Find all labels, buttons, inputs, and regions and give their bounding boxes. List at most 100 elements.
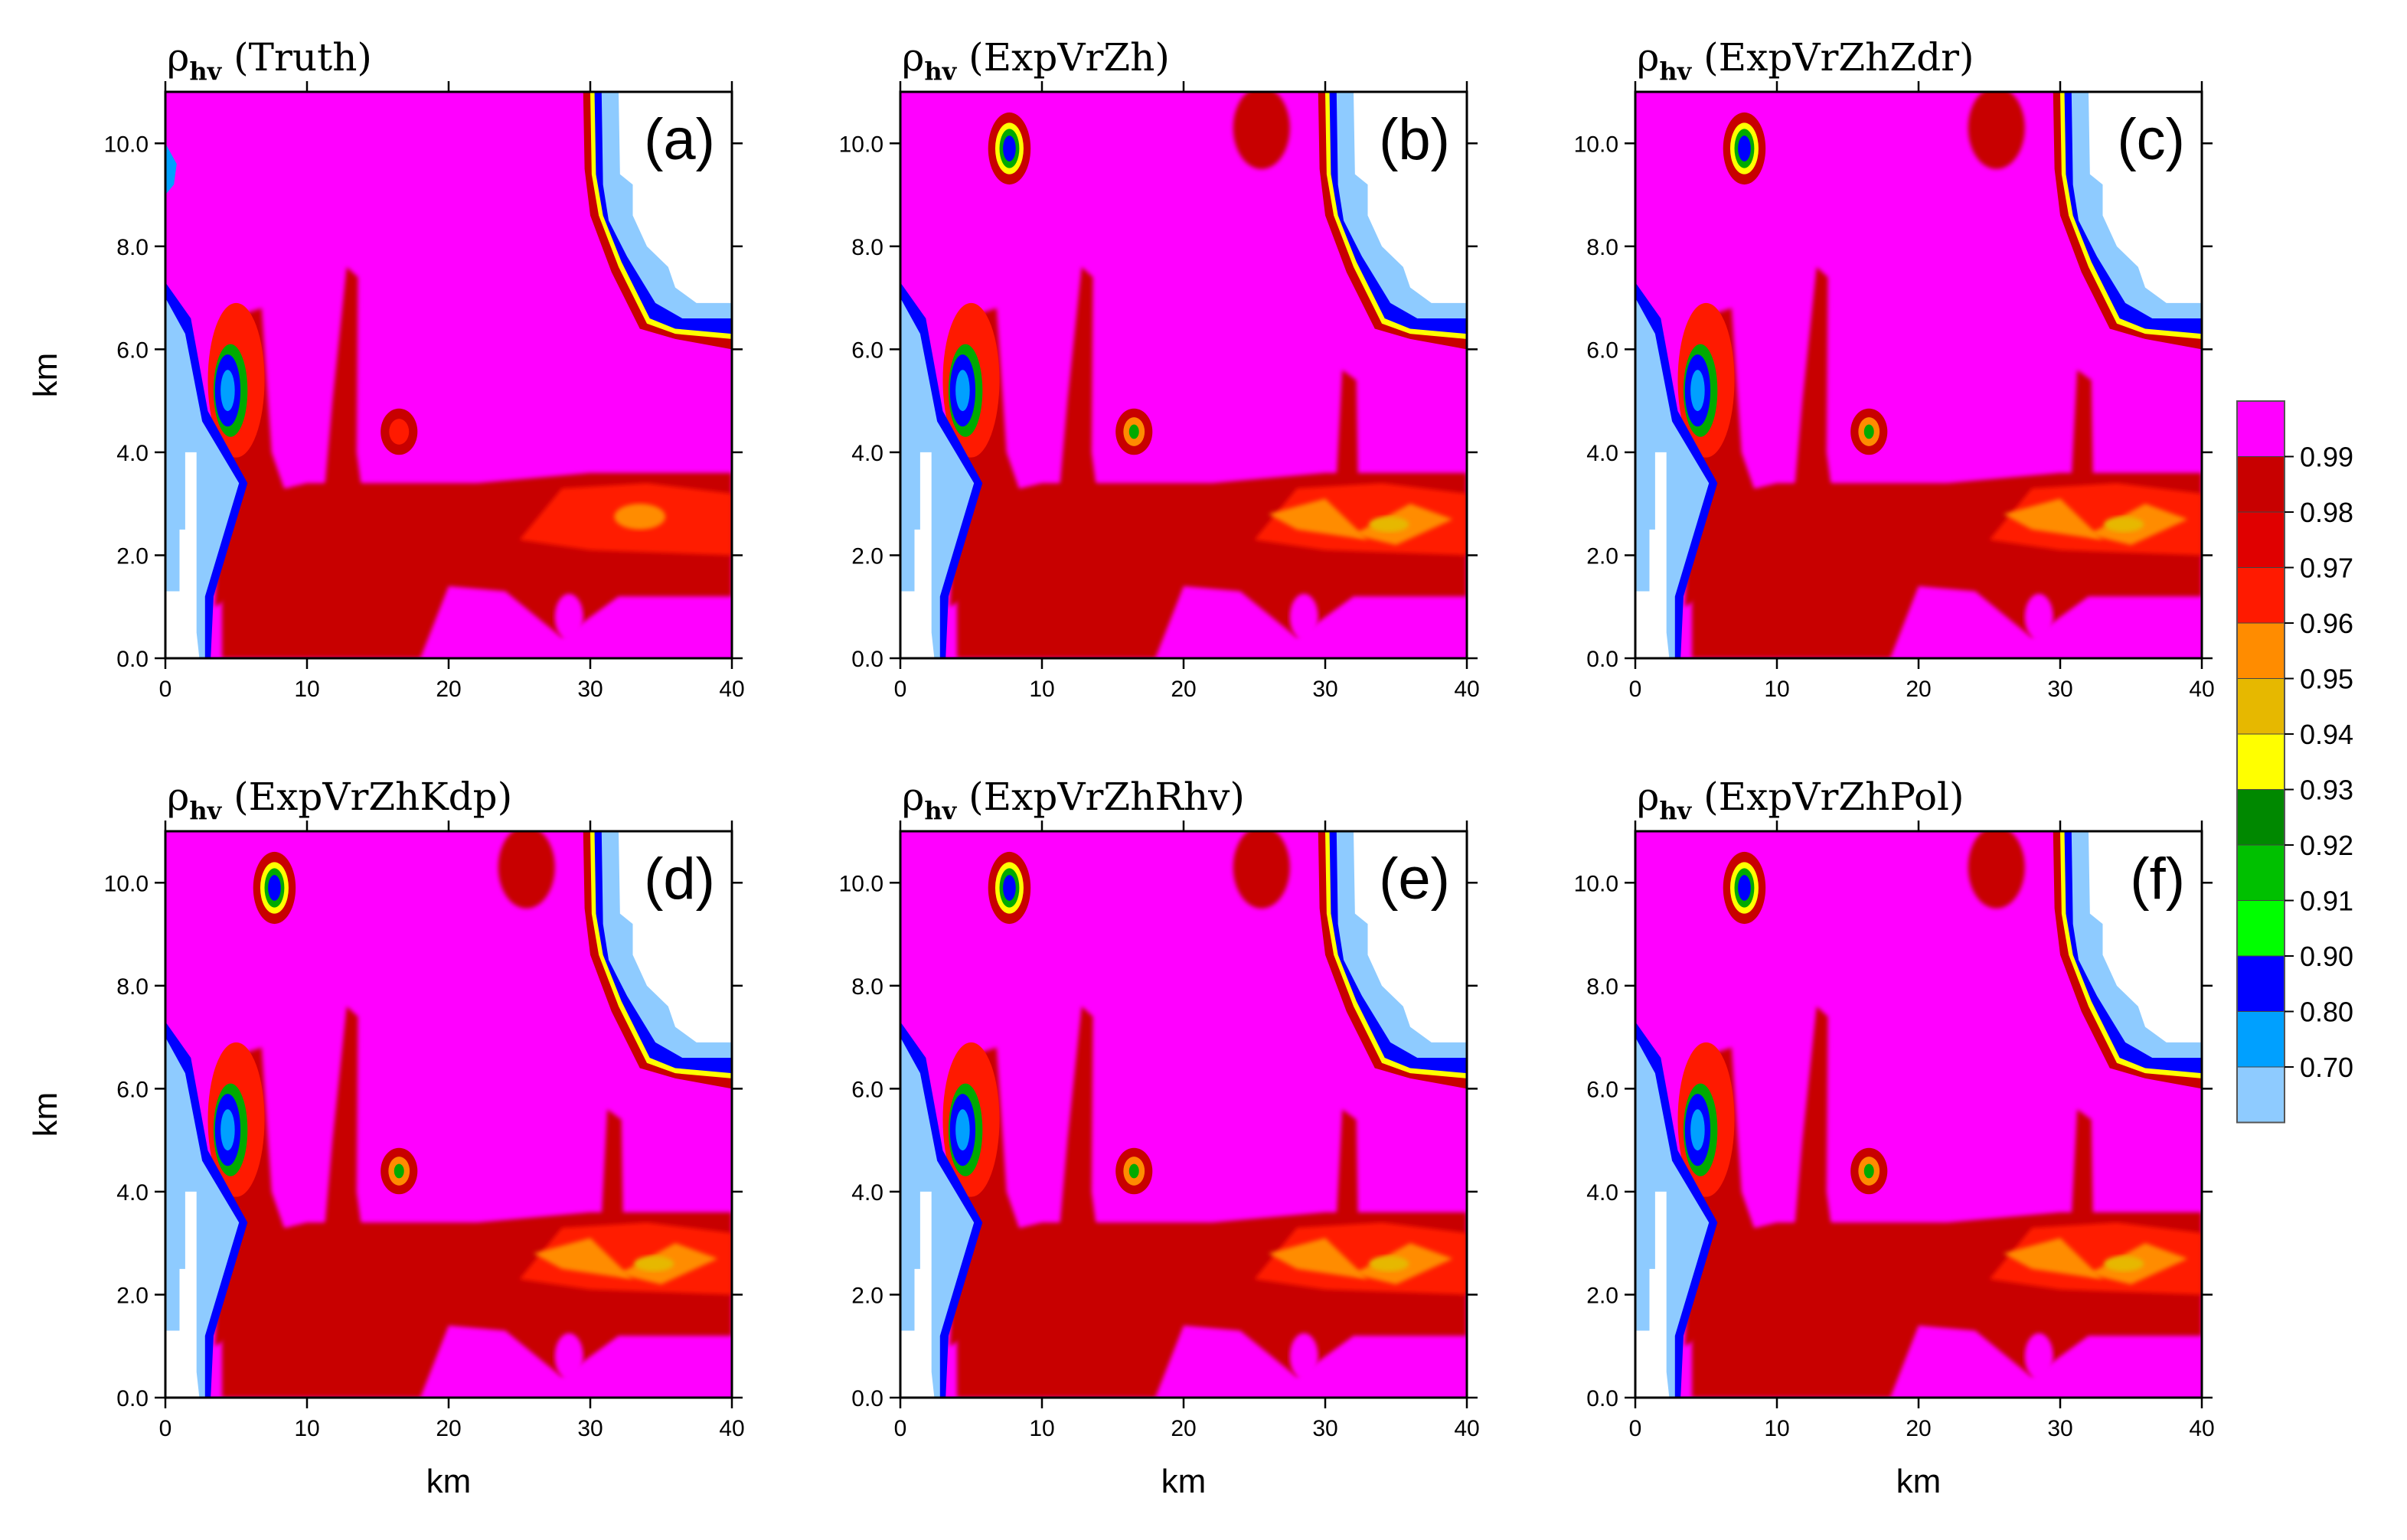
colorbar-swatch [2236, 1011, 2285, 1068]
hole-2 [1216, 612, 1250, 643]
y-tick-label: 6.0 [851, 1077, 883, 1102]
x-tick-label: 40 [2189, 1416, 2214, 1441]
colorbar-swatch [2236, 567, 2285, 624]
colorbar-swatch [2236, 1066, 2285, 1123]
y-tick-label: 4.0 [1586, 441, 1618, 466]
y-tick-label: 2.0 [116, 1283, 149, 1308]
panel-title: ρhv (Truth) [167, 35, 372, 86]
updraft-column [1784, 266, 1841, 607]
panel-title: ρhv (ExpVrZhPol) [1637, 775, 1964, 825]
x-tick-label: 40 [2189, 677, 2214, 702]
field [1635, 831, 2202, 1398]
y-tick-label: 2.0 [116, 543, 149, 569]
y-tick-label: 4.0 [851, 441, 883, 466]
title-symbol: ρ [902, 35, 924, 80]
core-orange-1 [2004, 498, 2103, 540]
cell-mid-core [1128, 1163, 1139, 1179]
hole-1 [2024, 593, 2053, 641]
ur-white [1354, 831, 1467, 1042]
left-white [900, 452, 935, 658]
panel-label: (d) [644, 847, 715, 912]
left-white [1635, 452, 1670, 658]
y-tick-label: 2.0 [1586, 1283, 1618, 1308]
cell-mid-core [394, 1163, 404, 1179]
panel-label: (b) [1379, 107, 1450, 172]
top-blob [1968, 831, 2025, 909]
field [900, 92, 1467, 658]
panels: 0 10 20 30 40 0.0 2.0 4.0 6.0 8.0 10.0 ρhv (Truth) (… [27, 35, 2215, 1500]
title-subscript: hv [924, 796, 957, 825]
panel-label: (a) [644, 107, 715, 172]
x-tick-label: 0 [894, 1416, 907, 1441]
y-axis-label: km [27, 1092, 64, 1137]
hole-1 [1289, 593, 1318, 641]
hole-1 [554, 1333, 583, 1380]
title-experiment: (ExpVrZhZdr) [1691, 35, 1974, 80]
cell-top-core [1003, 875, 1016, 901]
x-tick-label: 0 [894, 677, 907, 702]
y-tick-label: 2.0 [851, 543, 883, 569]
panel-5: 0 10 20 30 40 0.0 2.0 4.0 6.0 8.0 10.0 ρhv (ExpVrZh… [839, 775, 1480, 1500]
core-orange-1 [534, 1238, 633, 1280]
hole-1 [554, 593, 583, 641]
ur-white [2089, 92, 2202, 303]
field [900, 831, 1467, 1398]
colorbar-swatch [2236, 622, 2285, 679]
y-axis-label: km [27, 353, 64, 398]
y-tick-label: 4.0 [851, 1180, 883, 1206]
y-tick-label: 0.0 [1586, 647, 1618, 672]
core-red [1254, 1222, 1467, 1295]
title-symbol: ρ [902, 775, 924, 819]
field [1635, 92, 2202, 658]
y-tick-label: 0.0 [851, 1386, 883, 1411]
hole-1 [2024, 1333, 2053, 1380]
colorbar-swatch [2236, 955, 2285, 1012]
y-tick-label: 0.0 [116, 647, 149, 672]
panel-2: 0 10 20 30 40 0.0 2.0 4.0 6.0 8.0 10.0 ρhv (ExpVrZh… [839, 35, 1480, 702]
x-tick-label: 20 [1171, 1416, 1196, 1441]
core-gold [2104, 1256, 2144, 1272]
hole-2 [1951, 612, 1985, 643]
ur-white [1354, 92, 1467, 303]
y-tick-label: 10.0 [1574, 871, 1618, 896]
colorbar-swatch [2236, 789, 2285, 846]
title-subscript: hv [1659, 57, 1692, 86]
y-tick-label: 10.0 [839, 132, 883, 157]
panel-title: ρhv (ExpVrZhKdp) [167, 775, 512, 825]
y-tick-label: 8.0 [851, 974, 883, 1000]
core-left-inner [1690, 370, 1705, 412]
x-tick-label: 10 [1029, 1416, 1054, 1441]
colorbar-label: 0.90 [2300, 941, 2353, 972]
x-tick-label: 30 [1312, 1416, 1337, 1441]
y-tick-label: 6.0 [851, 338, 883, 363]
core-gold [1369, 1256, 1409, 1272]
colorbar-label: 0.94 [2300, 719, 2353, 750]
y-tick-label: 4.0 [116, 441, 149, 466]
x-tick-label: 10 [1029, 677, 1054, 702]
colorbar-swatch [2236, 844, 2285, 901]
hole-1 [1289, 1333, 1318, 1380]
updraft-column [314, 1006, 371, 1346]
core-gold [2104, 517, 2144, 533]
ur-white [619, 831, 732, 1042]
hole-2 [481, 612, 515, 643]
colorbar-swatch [2236, 456, 2285, 513]
updraft-column [1784, 1006, 1841, 1346]
title-subscript: hv [924, 57, 957, 86]
colorbar-swatch [2236, 511, 2285, 568]
x-tick-label: 40 [719, 677, 744, 702]
field [165, 92, 732, 658]
y-tick-label: 2.0 [851, 1283, 883, 1308]
title-experiment: (ExpVrZhRhv) [956, 775, 1245, 819]
core-left-inner [955, 1109, 970, 1151]
cell-mid-core [1128, 424, 1139, 439]
core-left-inner [1690, 1109, 1705, 1151]
hole-2 [1951, 1351, 1985, 1382]
colorbar-swatch [2236, 733, 2285, 790]
top-blob [1968, 92, 2025, 169]
panel-label: (c) [2117, 107, 2185, 172]
y-tick-label: 6.0 [116, 338, 149, 363]
y-tick-label: 6.0 [116, 1077, 149, 1102]
colorbar-label: 0.95 [2300, 664, 2353, 695]
x-tick-label: 20 [436, 677, 461, 702]
